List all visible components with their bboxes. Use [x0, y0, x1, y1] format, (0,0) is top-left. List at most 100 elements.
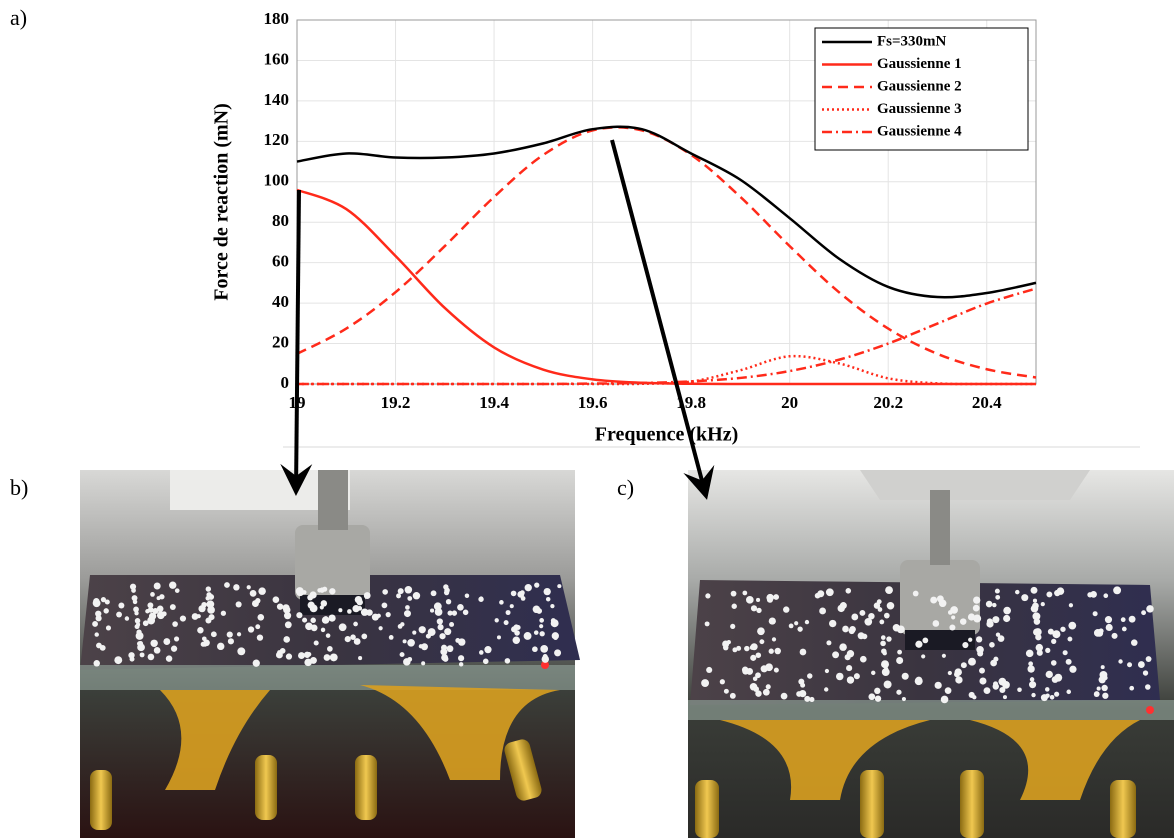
bead [226, 631, 233, 638]
bead [317, 588, 322, 593]
bead [726, 639, 731, 645]
bead [220, 610, 227, 616]
bead [105, 625, 112, 631]
bead [1065, 658, 1072, 665]
bead [949, 624, 956, 631]
bead [1104, 616, 1113, 624]
series-line [296, 188, 1036, 386]
bead [396, 593, 402, 599]
bead [457, 603, 464, 611]
bead [1032, 602, 1039, 610]
bead [255, 624, 261, 630]
bead [437, 624, 444, 631]
bead [276, 603, 284, 610]
bead [979, 667, 985, 674]
bead [132, 599, 138, 605]
bead [327, 646, 333, 652]
bead [1090, 591, 1097, 598]
bead [129, 583, 137, 590]
bead [172, 621, 178, 627]
y-tick-label: 140 [264, 90, 290, 109]
bead [992, 602, 997, 608]
bead [133, 606, 139, 613]
x-axis-label: Frequence (kHz) [595, 424, 739, 446]
bead [880, 640, 886, 647]
bead [968, 691, 975, 698]
bead [257, 613, 265, 621]
legend-box [814, 27, 1029, 151]
bead [427, 628, 436, 636]
bead [846, 650, 855, 658]
bead [901, 672, 909, 680]
bead [542, 654, 548, 659]
bead [329, 653, 338, 662]
bead [979, 677, 987, 685]
bead [1030, 586, 1038, 594]
bead [462, 609, 469, 616]
bead [1067, 636, 1073, 642]
bead [237, 647, 246, 656]
y-tick-label: 120 [264, 130, 290, 149]
bead [842, 625, 849, 633]
bead [762, 688, 770, 696]
bead [539, 618, 545, 623]
bead [817, 590, 825, 598]
bead [848, 627, 855, 635]
bead [539, 624, 544, 629]
bead [1118, 659, 1123, 664]
bead [1032, 612, 1041, 621]
bead [296, 612, 303, 619]
bead [169, 604, 176, 611]
x-tick-label: 19.4 [479, 393, 509, 412]
bead [347, 609, 352, 614]
bead [1100, 665, 1105, 670]
panel-label: b) [10, 475, 28, 500]
bead [1017, 687, 1022, 693]
bead [1027, 665, 1035, 673]
bead [325, 633, 331, 638]
bead [921, 654, 926, 659]
bead [430, 590, 437, 597]
series-line [296, 125, 1037, 299]
bead [807, 673, 813, 679]
bead [859, 655, 867, 663]
bead [421, 643, 428, 651]
bead [968, 637, 973, 642]
bead [756, 607, 762, 614]
bead [554, 649, 562, 657]
bead [524, 584, 532, 592]
bead [191, 613, 199, 620]
bead [1102, 692, 1109, 699]
bead [478, 650, 484, 655]
bead [826, 640, 832, 646]
bead [550, 604, 555, 609]
bead [509, 604, 514, 609]
panel-label: c) [617, 475, 634, 500]
bead [1129, 685, 1135, 691]
bead [972, 604, 980, 612]
bead [103, 608, 109, 614]
bead [992, 616, 1000, 624]
bead [1028, 661, 1034, 667]
bead [1092, 611, 1098, 617]
bead [92, 621, 98, 627]
bead [768, 648, 774, 654]
y-tick-label: 60 [272, 252, 289, 271]
bead [829, 619, 837, 628]
bead [1002, 681, 1010, 689]
bead [539, 631, 545, 637]
bead [285, 653, 293, 660]
bead [804, 619, 810, 625]
bead [163, 638, 171, 645]
bead [809, 696, 815, 703]
bead [153, 582, 161, 590]
bead [749, 683, 758, 691]
bead [532, 646, 538, 653]
bead [930, 596, 938, 604]
bead [458, 662, 464, 667]
bead [774, 647, 781, 655]
bead [309, 656, 317, 664]
bead [147, 653, 155, 661]
bead [1031, 692, 1036, 698]
